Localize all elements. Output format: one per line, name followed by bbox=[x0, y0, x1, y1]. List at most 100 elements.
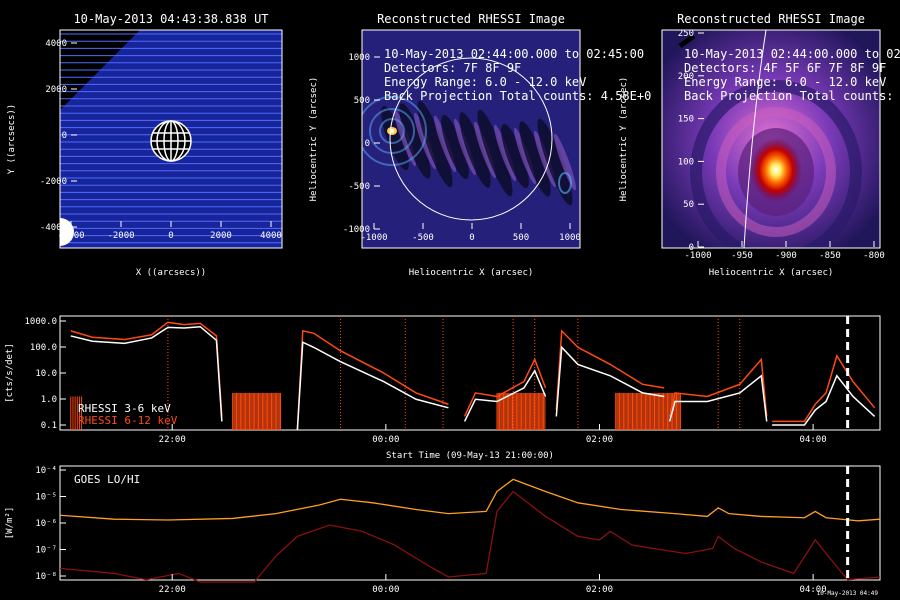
y-tick-label: -1000 bbox=[343, 225, 370, 235]
rhessi-low-segment bbox=[463, 369, 547, 422]
panel-rhessi-image-zoom: Reconstructed RHESSI Image -1000 -950 -900… bbox=[619, 12, 900, 278]
zoom-solar-limb bbox=[743, 30, 767, 248]
x-tick-label: -2000 bbox=[107, 231, 134, 241]
rhessi-y-tick: 0.1 bbox=[41, 421, 57, 431]
solar-limb bbox=[389, 57, 553, 221]
rhessi-ylabel: [cts/s/det] bbox=[5, 343, 15, 403]
y-tick-label: 250 bbox=[678, 29, 694, 39]
timestamp-stamp: 10-May-2013 04:49 bbox=[817, 590, 879, 597]
x-tick-label: -1000 bbox=[360, 233, 387, 243]
goes-y-tick: 10⁻⁷ bbox=[35, 546, 57, 556]
panel3-title: Reconstructed RHESSI Image bbox=[677, 12, 865, 26]
rhessi-y-tick: 10.0 bbox=[35, 369, 57, 379]
x-tick-label: -500 bbox=[412, 233, 434, 243]
goes-x-tick: 22:00 bbox=[159, 585, 186, 595]
legend-high: RHESSI 6-12 keV bbox=[78, 414, 178, 427]
y-tick-label: 150 bbox=[678, 115, 694, 125]
overlay-line-0: 10-May-2013 02:44:00.000 to 02:45:00 bbox=[384, 47, 644, 61]
zoom-flare-source bbox=[750, 138, 802, 202]
panel2-xlabel: Heliocentric X (arcsec) bbox=[409, 268, 534, 278]
limb-marker bbox=[60, 218, 74, 246]
goes-y-tick: 10⁻⁸ bbox=[35, 572, 57, 582]
panel2-title: Reconstructed RHESSI Image bbox=[377, 12, 565, 26]
y-tick-label: 0 bbox=[689, 243, 694, 253]
panel-pointing-map: 10-May-2013 04:43:38.838 UT -4000 -2000 0 2… bbox=[7, 12, 283, 278]
x-tick-label: 1000 bbox=[559, 233, 581, 243]
x-tick-label: 2000 bbox=[210, 231, 232, 241]
panel1-ylabel: Y ((arcsecs)) bbox=[7, 104, 17, 174]
goes-x-tick: 00:00 bbox=[372, 585, 399, 595]
x-tick-label: 4000 bbox=[260, 231, 282, 241]
x-tick-label: 0 bbox=[469, 233, 474, 243]
rhessi-high-segment bbox=[555, 329, 665, 411]
y-tick-label: 50 bbox=[683, 200, 694, 210]
pointing-scan-lines bbox=[60, 33, 282, 244]
y-tick-label: 200 bbox=[678, 72, 694, 82]
x-tick-label: 500 bbox=[513, 233, 529, 243]
rhessi-high-segment bbox=[668, 357, 768, 417]
rhessi-high-segment bbox=[296, 329, 449, 431]
goes-x-tick: 04:00 bbox=[800, 585, 827, 595]
y-tick-label: -4000 bbox=[40, 223, 67, 233]
goes-hi-curve bbox=[59, 490, 881, 583]
y-tick-label: 100 bbox=[678, 157, 694, 167]
rhessi-high-segment bbox=[70, 321, 223, 417]
y-tick-label: -2000 bbox=[40, 177, 67, 187]
x-tick-label: -950 bbox=[731, 251, 753, 261]
panel3-xlabel: Heliocentric X (arcsec) bbox=[709, 268, 834, 278]
goes-curves bbox=[59, 466, 881, 583]
panel2-ylabel: Heliocentric Y (arcsec) bbox=[309, 77, 319, 202]
rhessi-high-segment bbox=[772, 354, 876, 423]
overlay-line-2: Energy Range: 6.0 - 12.0 keV bbox=[684, 75, 886, 89]
panel-rhessi-image-full: Reconstructed RHESSI Image -1000 -500 0 500… bbox=[309, 12, 651, 278]
y-tick-label: 0 bbox=[365, 139, 370, 149]
overlay-line-2: Energy Range: 6.0 - 12.0 keV bbox=[384, 75, 586, 89]
goes-x-tick: 02:00 bbox=[586, 585, 613, 595]
rhessi-x-tick: 00:00 bbox=[372, 435, 399, 445]
x-tick-label: 0 bbox=[168, 231, 173, 241]
rhessi-low-segment bbox=[555, 345, 665, 417]
x-tick-label: -850 bbox=[819, 251, 841, 261]
rhessi-xlabel: Start Time (09-May-13 21:00:00) bbox=[386, 451, 554, 461]
panel1-title: 10-May-2013 04:43:38.838 UT bbox=[73, 12, 268, 26]
overlay-line-3: Back Projection Total counts: bbox=[684, 89, 894, 103]
goes-label: GOES LO/HI bbox=[74, 473, 140, 486]
panel1-xlabel: X ((arcsecs)) bbox=[136, 268, 206, 278]
legend-low: RHESSI 3-6 keV bbox=[78, 402, 171, 415]
goes-y-tick: 10⁻⁵ bbox=[35, 493, 57, 503]
x-tick-label: -4000 bbox=[57, 231, 84, 241]
x-tick-label: -900 bbox=[775, 251, 797, 261]
rhessi-x-tick: 22:00 bbox=[159, 435, 186, 445]
goes-ylabel: [W/m²] bbox=[5, 507, 15, 540]
goes-y-tick: 10⁻⁴ bbox=[35, 466, 57, 476]
y-tick-label: 0 bbox=[62, 131, 67, 141]
goes-y-tick: 10⁻⁶ bbox=[35, 519, 57, 529]
goes-lo-curve bbox=[59, 478, 881, 522]
y-tick-label: -500 bbox=[348, 182, 370, 192]
rhessi-x-tick: 02:00 bbox=[586, 435, 613, 445]
y-tick-label: 1000 bbox=[348, 53, 370, 63]
back-projection-fringes bbox=[362, 96, 576, 206]
sun-grid-globe bbox=[150, 120, 192, 162]
goes-lightcurve: 10⁻⁴ 10⁻⁵ 10⁻⁶ 10⁻⁷ 10⁻⁸ 22:00 00:00 02:00 04:00… bbox=[5, 465, 881, 597]
rhessi-lightcurve: 1000.0 100.0 10.0 1.0 0.1 22:00 00:00 02:00 04:0… bbox=[5, 315, 881, 461]
rhessi-low-segment bbox=[70, 325, 223, 422]
y-tick-label: 500 bbox=[354, 96, 370, 106]
y-tick-label: 2000 bbox=[45, 85, 67, 95]
rhessi-y-tick: 1.0 bbox=[41, 395, 57, 405]
rhessi-y-tick: 1000.0 bbox=[24, 317, 57, 327]
panel3-ylabel: Heliocentric Y (arcsec) bbox=[619, 77, 629, 202]
rhessi-low-segment bbox=[772, 374, 876, 426]
overlay-line-0: 10-May-2013 02:44:00.000 to 02:45:00 bbox=[684, 47, 900, 61]
rhessi-high-segment bbox=[463, 357, 547, 417]
overlay-line-3: Back Projection Total counts: 4.58E+0 bbox=[384, 89, 651, 103]
rhessi-curves bbox=[70, 316, 876, 431]
x-tick-label: -800 bbox=[863, 251, 885, 261]
rhessi-y-tick: 100.0 bbox=[30, 343, 57, 353]
y-tick-label: 4000 bbox=[45, 39, 67, 49]
rhessi-low-segment bbox=[296, 341, 449, 431]
overlay-line-1: Detectors: 4F 5F 6F 7F 8F 9F bbox=[684, 61, 886, 75]
rhessi-x-tick: 04:00 bbox=[800, 435, 827, 445]
overlay-line-1: Detectors: 7F 8F 9F bbox=[384, 61, 521, 75]
